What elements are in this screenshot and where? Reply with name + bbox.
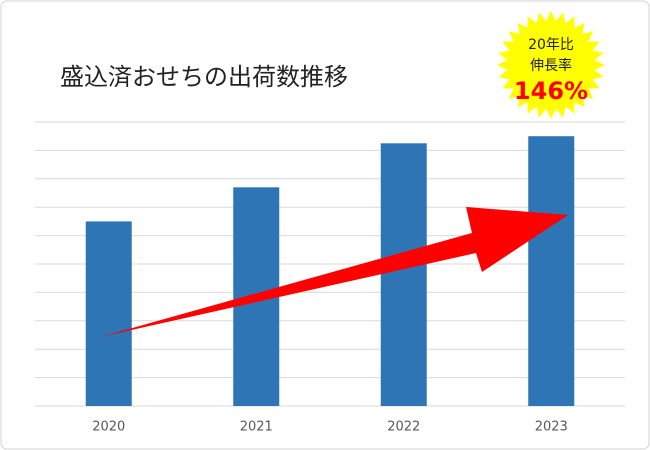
badge-value: 146% bbox=[514, 77, 588, 105]
starburst bbox=[497, 11, 605, 119]
x-tick-label: 2021 bbox=[240, 420, 273, 435]
trend-arrow bbox=[100, 207, 568, 337]
bar bbox=[85, 221, 132, 406]
x-tick-label: 2020 bbox=[92, 420, 125, 435]
x-tick-label: 2022 bbox=[387, 420, 420, 435]
bar bbox=[528, 136, 575, 406]
badge-label: 20年比 bbox=[528, 37, 574, 53]
x-tick-label: 2023 bbox=[535, 420, 568, 435]
bar bbox=[380, 143, 427, 407]
plot-area: 2020 2021 2022 2023 bbox=[35, 121, 625, 435]
badge-label: 伸長率 bbox=[530, 57, 572, 74]
chart-title: 盛込済おせちの出荷数推移 bbox=[60, 63, 348, 91]
